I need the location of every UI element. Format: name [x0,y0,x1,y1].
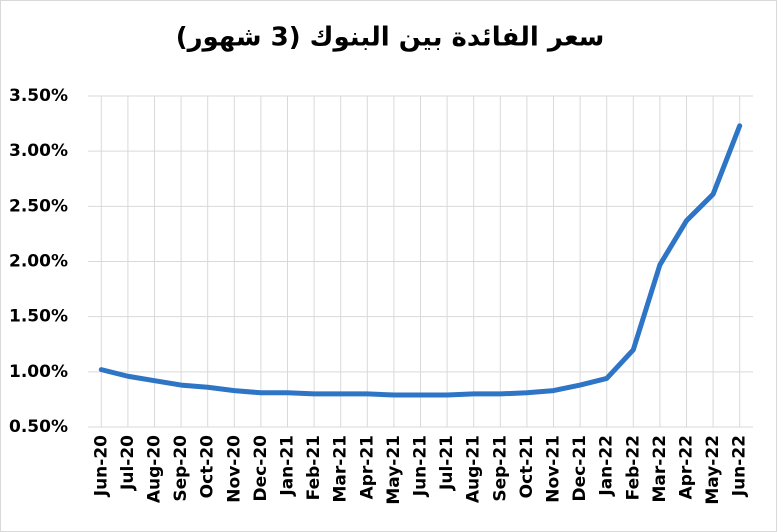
line-series [98,123,743,398]
x-tick-label: Jun-22 [730,435,750,497]
x-tick-label: Nov-20 [224,435,244,503]
y-tick-label: 2.00% [9,252,68,272]
x-tick-label: Dec-20 [251,435,271,502]
x-tick-label: Jul-21 [437,435,457,491]
x-tick-label: Apr-21 [357,435,377,499]
y-tick-label: 0.50% [9,417,68,437]
x-tick-label: Sep-20 [171,435,191,502]
x-tick-label: Apr-22 [677,435,697,499]
x-tick-label: Jan-22 [597,435,617,497]
x-tick-label: Aug-21 [464,435,484,503]
y-tick-label: 1.00% [9,362,68,382]
x-tick-label: May-22 [703,435,723,505]
x-tick-label: Mar-22 [650,435,670,503]
x-tick-label: Sep-21 [490,435,510,502]
x-tick-label: Jan-21 [278,435,298,497]
x-tick-label: Jun-20 [91,435,111,497]
y-tick-label: 3.50% [9,86,68,106]
y-tick-label: 2.50% [9,196,68,216]
x-tick-label: Aug-20 [145,435,165,503]
x-tick-label: Feb-22 [623,435,643,500]
x-tick-label: Jul-20 [118,435,138,491]
x-tick-label: Feb-21 [304,435,324,500]
x-tick-label: Oct-21 [517,435,537,498]
x-tick-label: Oct-20 [198,435,218,499]
y-tick-label: 1.50% [9,307,68,327]
x-tick-label: Jun-21 [411,435,431,497]
x-tick-label: Dec-21 [570,435,590,501]
x-tick-label: May-21 [384,435,404,505]
x-tick-label: Nov-21 [544,435,564,503]
x-tick-label: Mar-21 [331,435,351,503]
y-tick-label: 3.00% [9,141,68,161]
chart-title: سعر الفائدة بين البنوك (3 شهور) [176,23,605,53]
